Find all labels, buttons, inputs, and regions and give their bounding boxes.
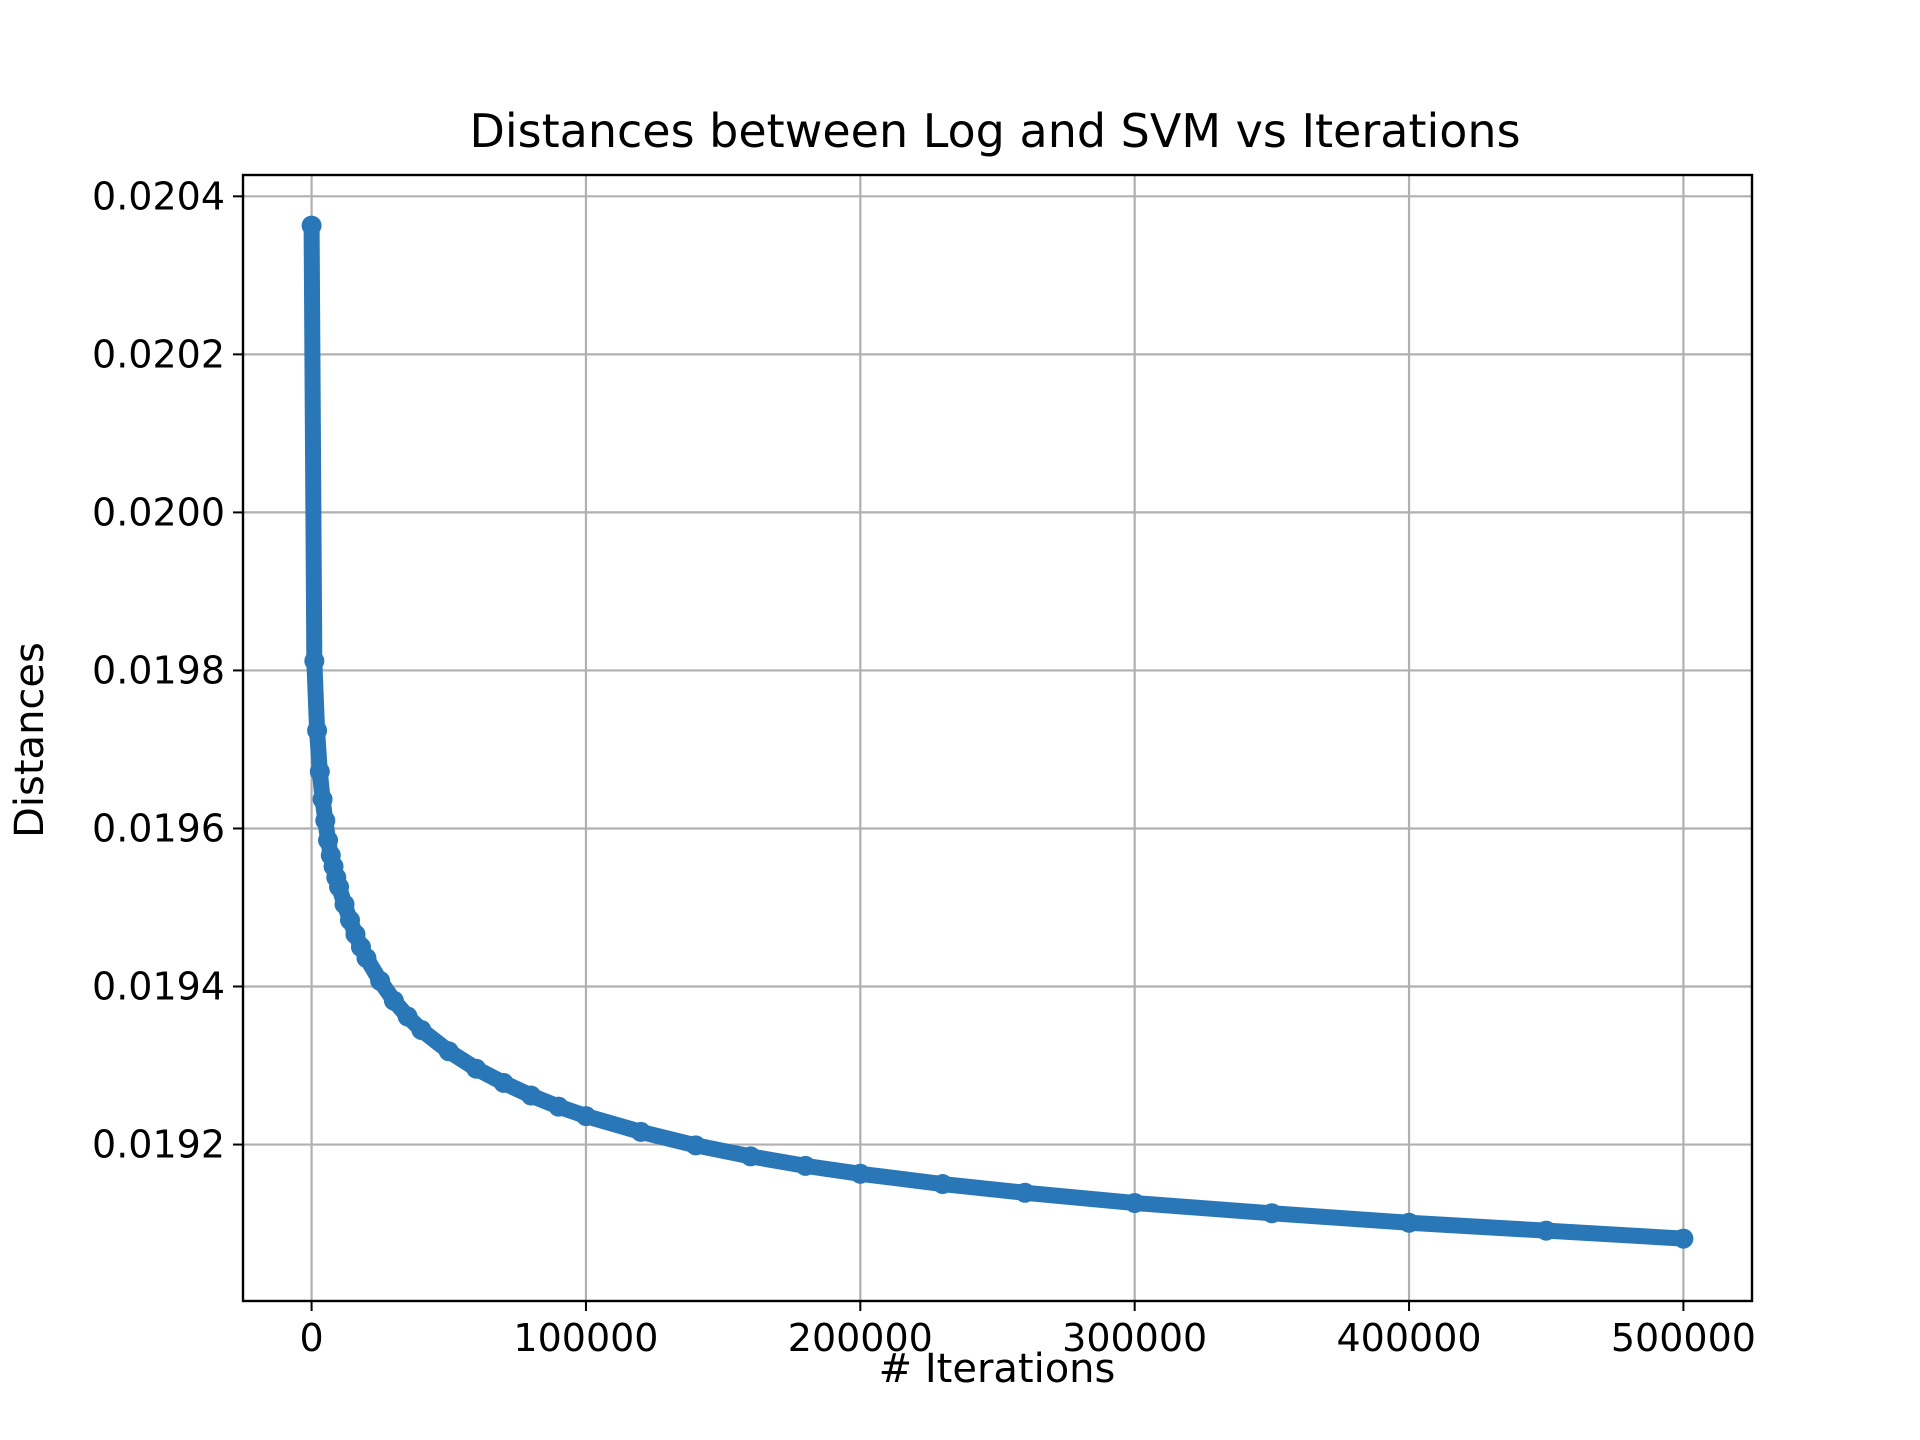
- data-point: [438, 1041, 459, 1062]
- data-point: [932, 1174, 953, 1195]
- data-point: [309, 761, 330, 782]
- y-tick-label: 0.0204: [92, 174, 225, 218]
- x-tick-label: 0: [299, 1316, 323, 1360]
- data-point: [370, 970, 391, 991]
- data-point: [1124, 1193, 1145, 1214]
- data-point: [1261, 1203, 1282, 1224]
- y-tick-label: 0.0202: [92, 332, 225, 376]
- data-point: [397, 1006, 418, 1027]
- data-point: [1014, 1182, 1035, 1203]
- data-point: [301, 215, 322, 236]
- chart-title: Distances between Log and SVM vs Iterati…: [469, 104, 1520, 158]
- data-point: [1673, 1228, 1694, 1249]
- data-point: [334, 894, 355, 915]
- data-point: [685, 1135, 706, 1156]
- data-point: [1399, 1212, 1420, 1233]
- data-point: [795, 1155, 816, 1176]
- data-point: [466, 1058, 487, 1079]
- y-tick-label: 0.0192: [92, 1123, 225, 1167]
- axis-ticks: 0 100000 200000 300000 400000 500000 0.0192 0.0…: [92, 174, 1756, 1360]
- grid-lines: [243, 175, 1752, 1301]
- data-point: [318, 830, 339, 851]
- data-point: [304, 650, 325, 671]
- y-tick-label: 0.0194: [92, 965, 225, 1009]
- data-point: [312, 789, 333, 810]
- y-tick-label: 0.0198: [92, 648, 225, 692]
- data-point: [307, 720, 328, 741]
- data-point: [1536, 1220, 1557, 1241]
- series-line: [309, 225, 1684, 1242]
- data-point: [548, 1096, 569, 1117]
- y-tick-label: 0.0200: [92, 490, 225, 534]
- data-point: [850, 1163, 871, 1184]
- data-point: [411, 1019, 432, 1040]
- data-series: [301, 215, 1694, 1249]
- x-axis-label: # Iterations: [879, 1346, 1116, 1392]
- data-point: [329, 876, 350, 897]
- data-point: [740, 1146, 761, 1167]
- x-tick-label: 200000: [788, 1316, 933, 1360]
- y-tick-label: 0.0196: [92, 806, 225, 850]
- x-tick-label: 500000: [1611, 1316, 1756, 1360]
- data-point: [493, 1072, 514, 1093]
- x-tick-label: 300000: [1062, 1316, 1207, 1360]
- data-point: [315, 810, 336, 831]
- plot-area-frame: [241, 173, 1754, 1303]
- data-point: [521, 1085, 542, 1106]
- data-point: [356, 948, 377, 969]
- data-point: [575, 1106, 596, 1127]
- data-point: [630, 1121, 651, 1142]
- y-axis-label: Distances: [7, 642, 53, 838]
- x-tick-label: 100000: [513, 1316, 658, 1360]
- x-tick-label: 400000: [1337, 1316, 1482, 1360]
- data-point: [383, 990, 404, 1011]
